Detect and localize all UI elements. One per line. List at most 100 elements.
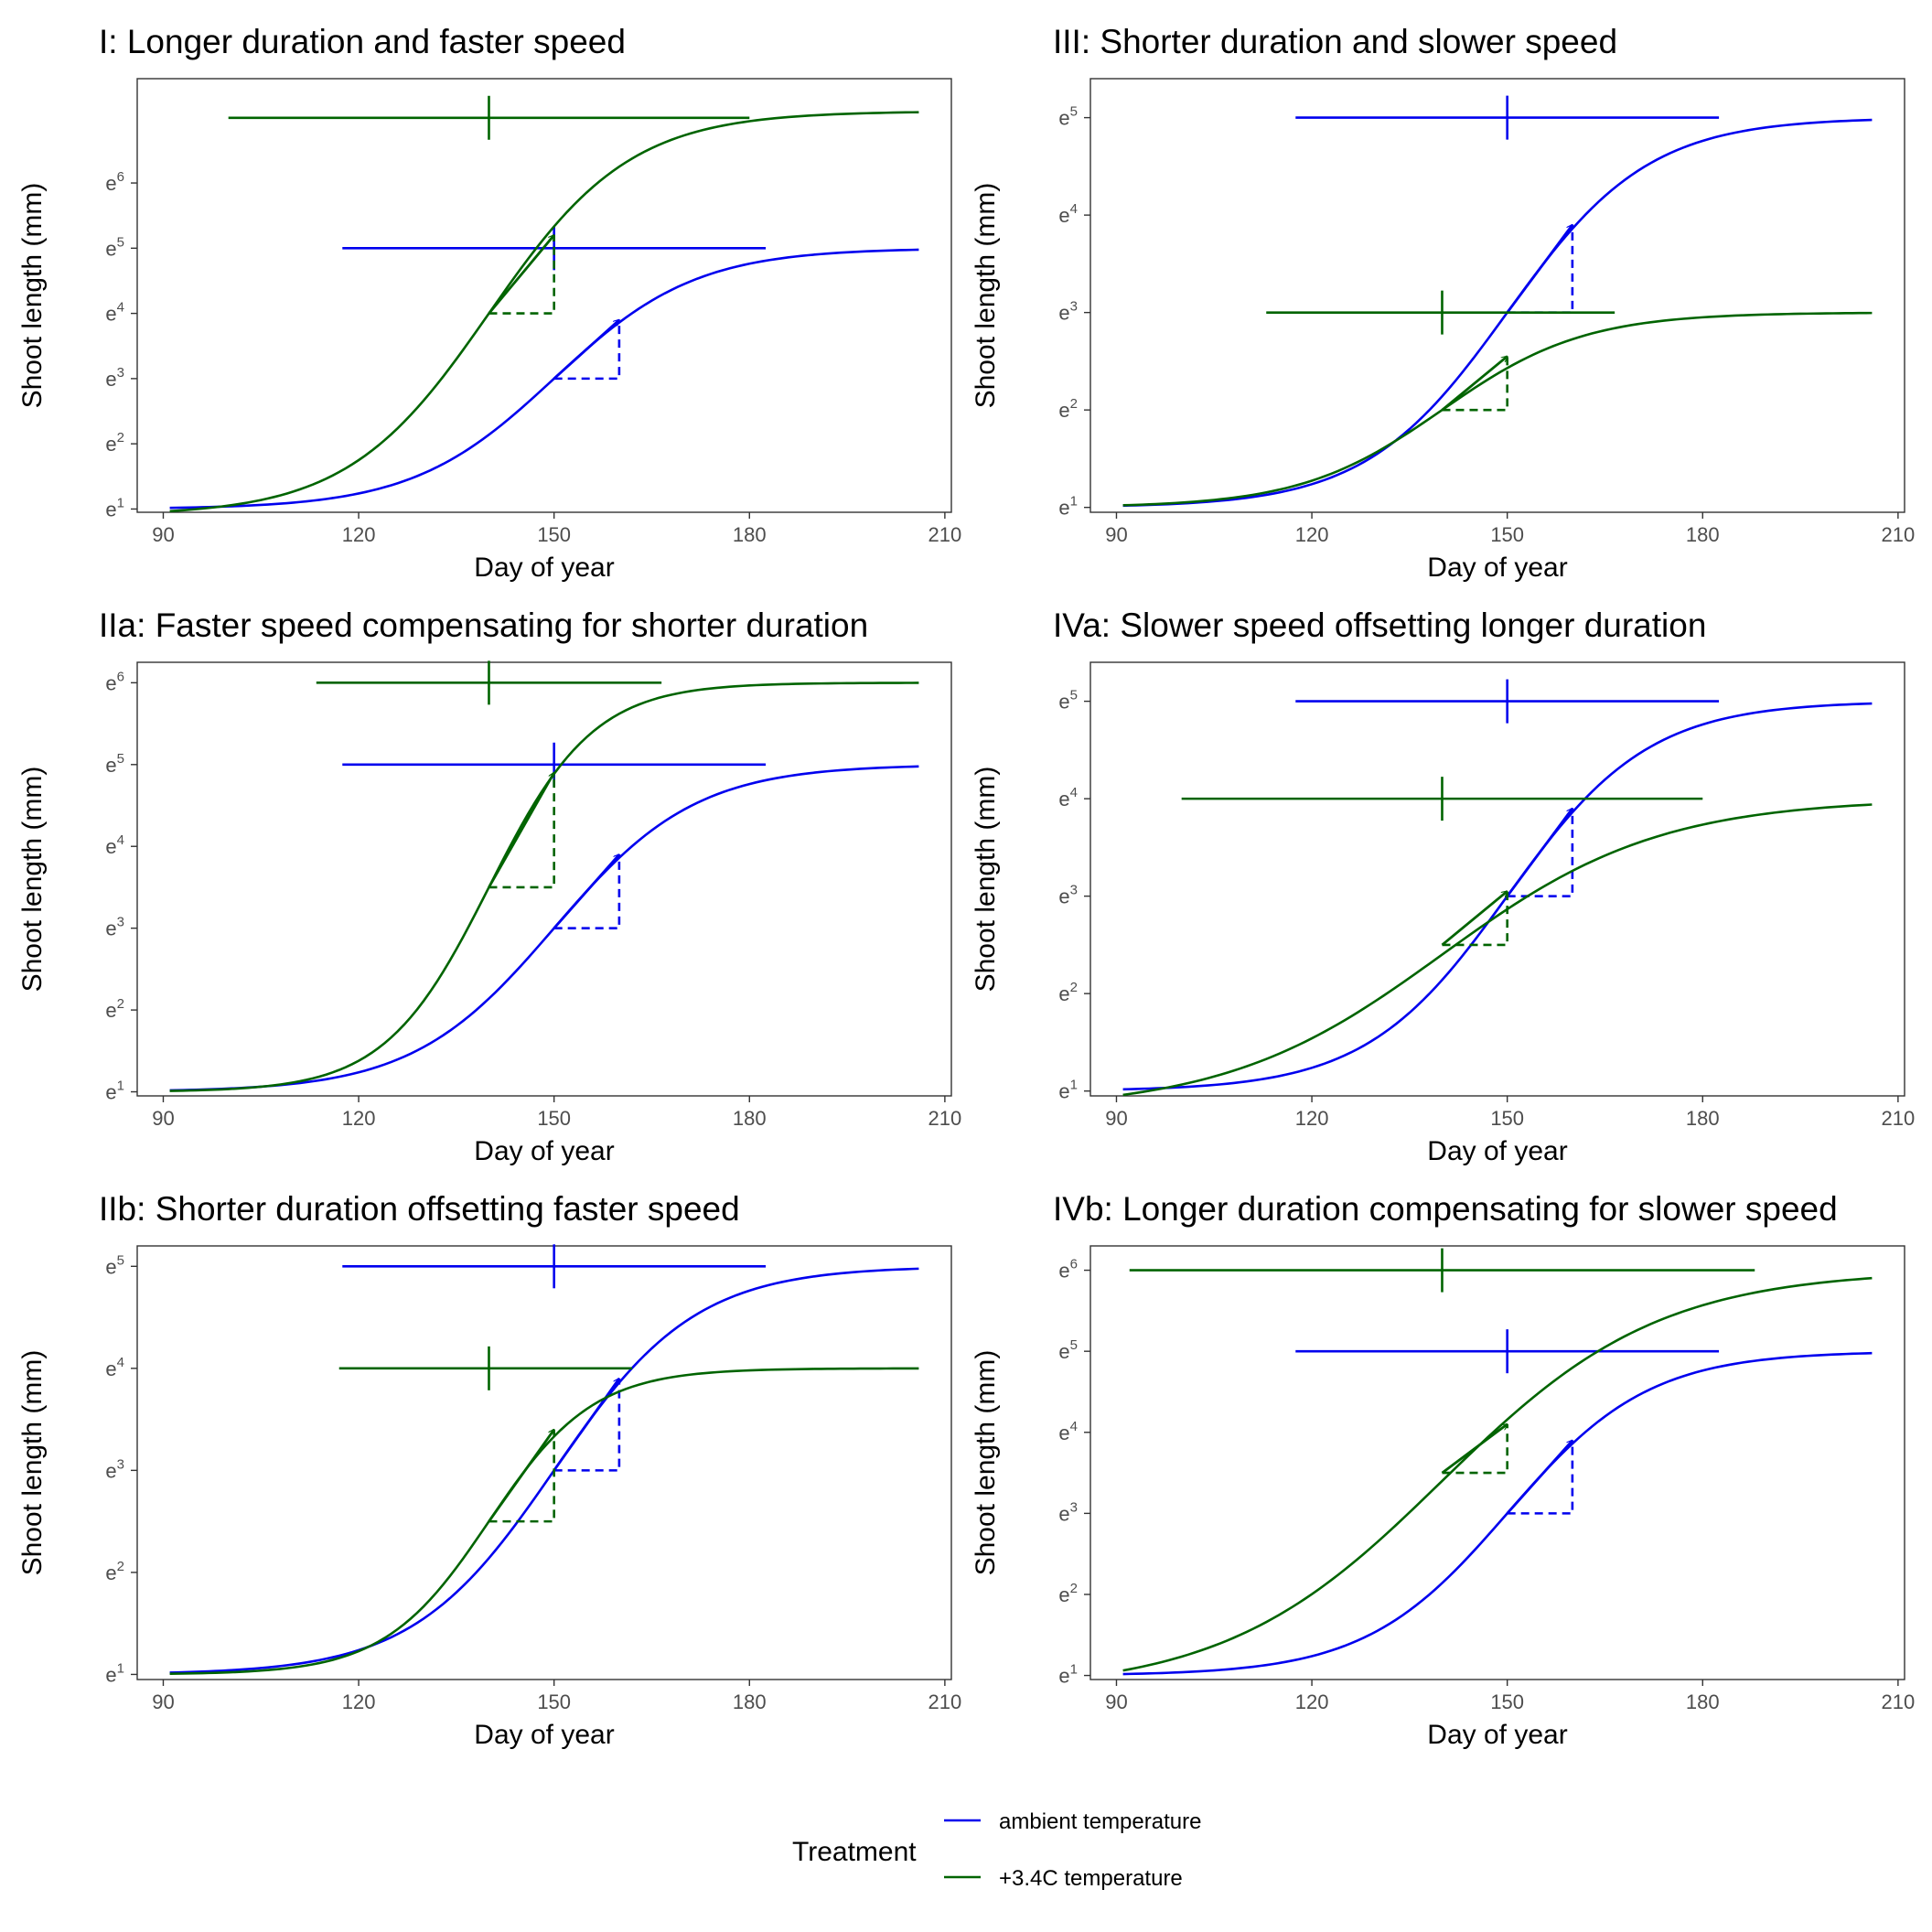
- growth-curve-ambient: [1122, 1351, 1873, 1676]
- y-tick-label: e3: [105, 365, 124, 391]
- x-tick-label: 90: [152, 1107, 174, 1130]
- panel-2: III: Shorter duration and slower speed 90…: [971, 23, 1915, 583]
- y-axis-label: Shoot length (mm): [971, 767, 1001, 993]
- x-tick-label: 150: [1490, 523, 1524, 546]
- speed-triangle-ambient: [1507, 1440, 1574, 1515]
- legend-title: Treatment: [792, 1837, 917, 1867]
- speed-triangle-warm: [1442, 1423, 1508, 1475]
- legend-label-warm: +3.4C temperature: [999, 1866, 1183, 1891]
- x-axis-label: Day of year: [474, 553, 614, 583]
- x-tick-label: 120: [1295, 1107, 1329, 1130]
- growth-curve-warm: [1122, 1276, 1873, 1672]
- y-tick-label: e2: [105, 430, 124, 456]
- y-tick-label: e4: [105, 300, 124, 326]
- speed-arrow-ambient: [1506, 809, 1572, 897]
- growth-curve-ambient: [169, 248, 919, 510]
- y-tick-label: e3: [105, 1456, 124, 1482]
- x-tick-label: 210: [1882, 1690, 1916, 1713]
- series-ambient: [169, 1244, 919, 1674]
- y-tick-label: e1: [105, 495, 124, 521]
- speed-arrow-ambient: [553, 320, 619, 380]
- panel-title: IIa: Faster speed compensating for short…: [99, 606, 868, 644]
- x-tick-label: 150: [1490, 1690, 1524, 1713]
- speed-triangle-warm: [1442, 891, 1508, 947]
- series-warm: [1122, 1248, 1873, 1672]
- x-tick-label: 90: [1105, 1107, 1127, 1130]
- growth-curve-ambient: [169, 765, 919, 1092]
- y-tick-label: e5: [105, 1252, 124, 1278]
- x-axis-label: Day of year: [1427, 553, 1567, 583]
- y-tick-label: e1: [1058, 494, 1078, 520]
- speed-triangle-warm: [488, 235, 555, 315]
- panel-title: I: Longer duration and faster speed: [99, 23, 626, 60]
- x-tick-label: 210: [928, 523, 962, 546]
- x-tick-label: 150: [537, 523, 571, 546]
- y-tick-label: e3: [105, 915, 124, 940]
- speed-arrow-ambient: [1506, 1441, 1572, 1515]
- x-tick-label: 180: [733, 1690, 767, 1713]
- y-tick-label: e1: [1058, 1078, 1078, 1103]
- x-tick-label: 120: [342, 523, 376, 546]
- x-tick-label: 180: [1686, 1690, 1720, 1713]
- growth-curve-ambient: [1122, 118, 1873, 508]
- speed-triangle-ambient: [553, 1378, 621, 1472]
- speed-arrow-warm: [488, 773, 555, 888]
- panels: I: Longer duration and faster speed 90 120…: [17, 23, 1915, 1750]
- panel-title: IIb: Shorter duration offsetting faster …: [99, 1190, 740, 1228]
- y-tick-label: e1: [105, 1079, 124, 1104]
- y-tick-label: e4: [105, 1355, 124, 1380]
- panel-3: IIa: Faster speed compensating for short…: [17, 606, 961, 1166]
- y-tick-label: e4: [1058, 785, 1078, 810]
- x-tick-label: 90: [152, 1690, 174, 1713]
- y-tick-label: e5: [1058, 104, 1078, 130]
- x-tick-label: 210: [928, 1107, 962, 1130]
- series-ambient: [169, 226, 919, 510]
- y-axis-label: Shoot length (mm): [17, 767, 48, 993]
- y-tick-label: e5: [1058, 688, 1078, 714]
- panel-1: I: Longer duration and faster speed 90 120…: [17, 23, 961, 583]
- y-tick-label: e1: [1058, 1662, 1078, 1688]
- series-warm: [1122, 777, 1873, 1097]
- y-tick-label: e5: [105, 751, 124, 777]
- y-tick-label: e6: [1058, 1257, 1078, 1283]
- speed-triangle-warm: [488, 772, 555, 889]
- y-axis-label: Shoot length (mm): [971, 1350, 1001, 1576]
- growth-curve-ambient: [1122, 702, 1873, 1091]
- series-warm: [169, 95, 919, 513]
- x-tick-label: 180: [733, 523, 767, 546]
- x-tick-label: 210: [1882, 523, 1916, 546]
- speed-triangle-warm: [488, 1429, 555, 1523]
- y-tick-label: e4: [105, 832, 124, 858]
- y-axis-label: Shoot length (mm): [971, 183, 1001, 409]
- x-tick-label: 150: [1490, 1107, 1524, 1130]
- series-ambient: [1122, 679, 1873, 1091]
- x-tick-label: 180: [733, 1107, 767, 1130]
- x-tick-label: 90: [1105, 523, 1127, 546]
- series-ambient: [169, 742, 919, 1092]
- series-ambient: [1122, 95, 1873, 508]
- y-tick-label: e6: [105, 669, 124, 694]
- y-tick-label: e2: [105, 1559, 124, 1584]
- growth-curve-warm: [1122, 803, 1873, 1097]
- plot-frame: [136, 78, 952, 513]
- speed-triangle-ambient: [553, 319, 621, 381]
- panel-6: IVb: Longer duration compensating for sl…: [971, 1190, 1915, 1750]
- panel-title: IVb: Longer duration compensating for sl…: [1053, 1190, 1838, 1228]
- plot-frame: [136, 1245, 952, 1680]
- x-tick-label: 210: [928, 1690, 962, 1713]
- panel-4: IVa: Slower speed offsetting longer dura…: [971, 606, 1915, 1166]
- speed-arrow-warm: [1441, 357, 1507, 412]
- y-tick-label: e1: [105, 1660, 124, 1686]
- y-axis-label: Shoot length (mm): [17, 183, 48, 409]
- x-tick-label: 150: [537, 1690, 571, 1713]
- y-axis-label: Shoot length (mm): [17, 1350, 48, 1576]
- y-tick-label: e4: [1058, 1419, 1078, 1444]
- y-tick-label: e6: [105, 169, 124, 195]
- panel-title: III: Shorter duration and slower speed: [1053, 23, 1617, 60]
- y-tick-label: e2: [1058, 980, 1078, 1005]
- x-axis-label: Day of year: [474, 1720, 614, 1750]
- plot-frame: [1089, 78, 1905, 513]
- growth-curve-warm: [169, 1367, 919, 1675]
- speed-triangle-ambient: [553, 854, 621, 929]
- x-tick-label: 120: [1295, 523, 1329, 546]
